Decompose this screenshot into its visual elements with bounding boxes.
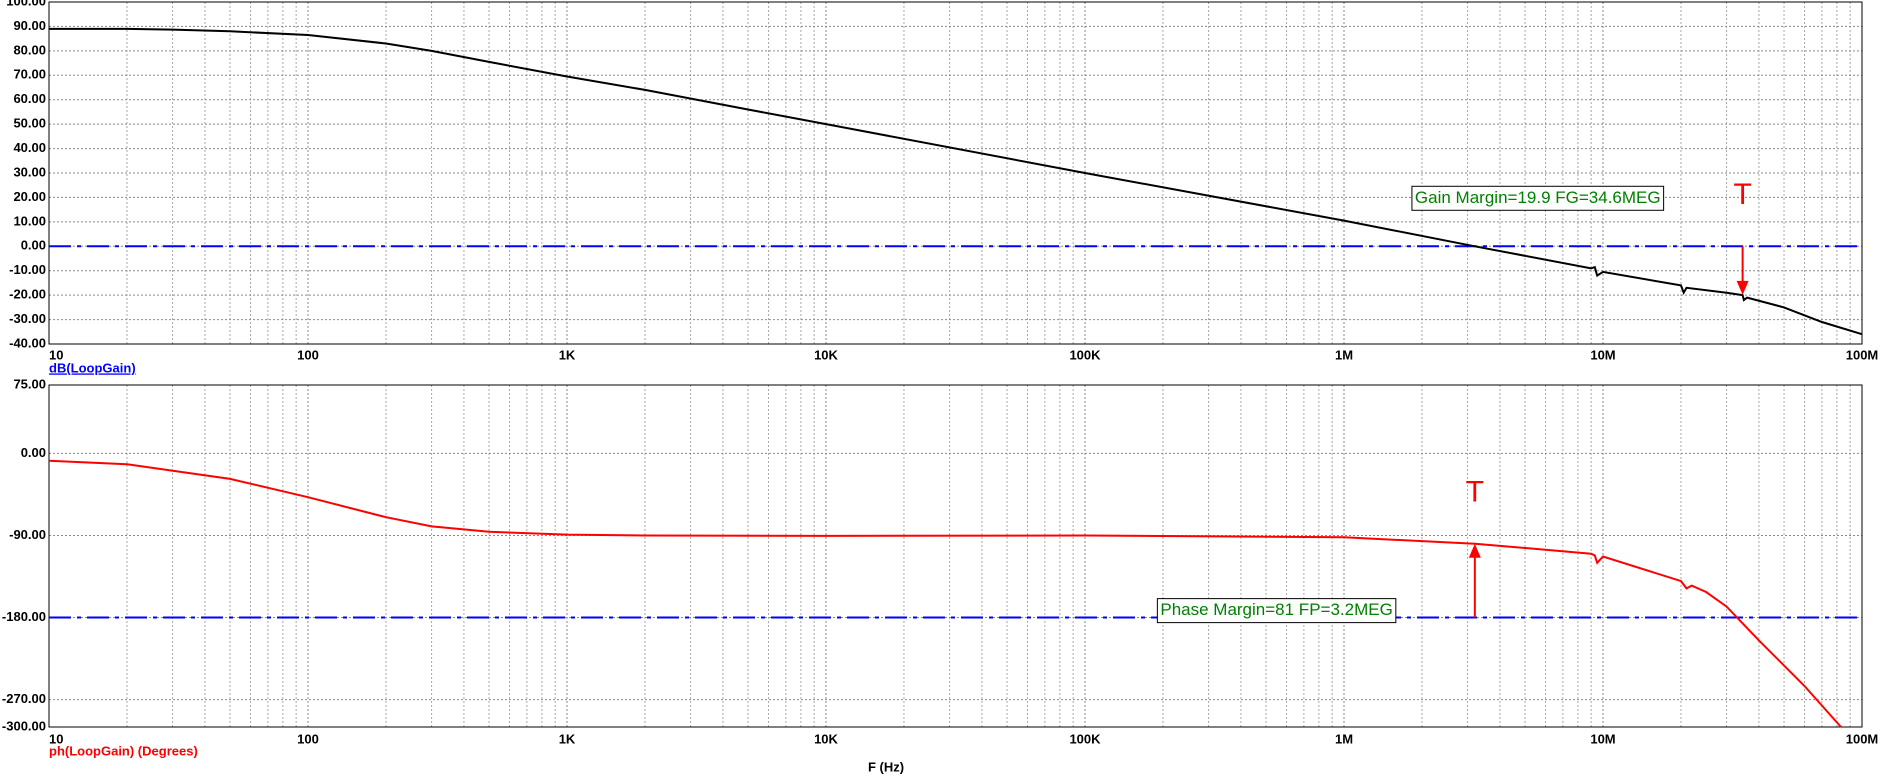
x-tick-label: 100M — [1846, 731, 1879, 746]
y-axis-label: ph(LoopGain) (Degrees) — [49, 743, 198, 758]
y-tick-label: -10.00 — [9, 262, 46, 277]
annotation-frame — [1411, 185, 1665, 211]
x-tick-label: 1M — [1335, 731, 1353, 746]
x-tick-label: 100M — [1846, 347, 1879, 362]
x-tick-label: 100K — [1069, 731, 1101, 746]
x-tick-label: 10M — [1590, 731, 1615, 746]
y-tick-label: 80.00 — [13, 42, 46, 57]
annotation-frame — [1156, 598, 1397, 624]
y-tick-label: -270.00 — [2, 691, 46, 706]
x-tick-label: 10M — [1590, 347, 1615, 362]
x-tick-label: 10 — [49, 731, 63, 746]
y-axis-label: dB(LoopGain) — [49, 360, 136, 375]
y-tick-label: 90.00 — [13, 18, 46, 33]
y-tick-label: 30.00 — [13, 164, 46, 179]
y-tick-label: -20.00 — [9, 287, 46, 302]
x-tick-label: 10K — [814, 347, 838, 362]
y-tick-label: 0.00 — [21, 445, 46, 460]
y-tick-label: 0.00 — [21, 238, 46, 253]
arrow-label: T — [1733, 178, 1751, 211]
x-tick-label: 100 — [297, 347, 319, 362]
y-tick-label: 50.00 — [13, 116, 46, 131]
y-tick-label: 40.00 — [13, 140, 46, 155]
arrow-head — [1736, 280, 1749, 295]
x-tick-label: 100K — [1069, 347, 1101, 362]
annotation-box: Phase Margin=81 FP=3.2MEG — [1156, 598, 1397, 624]
annotation-box: Gain Margin=19.9 FG=34.6MEG — [1411, 185, 1665, 211]
y-tick-label: -300.00 — [2, 718, 46, 733]
data-line — [49, 27, 1863, 336]
plot-frame — [48, 1, 1863, 345]
y-tick-label: 75.00 — [13, 376, 46, 391]
plot-frame — [48, 384, 1863, 728]
y-tick-label: 10.00 — [13, 213, 46, 228]
x-tick-label: 1M — [1335, 347, 1353, 362]
x-tick-label: 1K — [559, 731, 576, 746]
y-tick-label: -40.00 — [9, 335, 46, 350]
arrow-head — [1468, 543, 1481, 558]
x-tick-label: 10K — [814, 731, 838, 746]
y-tick-label: 20.00 — [13, 189, 46, 204]
x-axis-label: F (Hz) — [868, 759, 904, 774]
data-line — [48, 459, 1842, 728]
y-tick-label: 100.00 — [6, 0, 46, 8]
y-tick-label: -180.00 — [2, 609, 46, 624]
y-tick-label: 60.00 — [13, 91, 46, 106]
y-tick-label: 70.00 — [13, 67, 46, 82]
annotation-text: Phase Margin=81 FP=3.2MEG — [1160, 600, 1392, 619]
y-tick-label: -90.00 — [9, 527, 46, 542]
y-tick-label: -30.00 — [9, 311, 46, 326]
x-tick-label: 10 — [49, 347, 63, 362]
annotation-text: Gain Margin=19.9 FG=34.6MEG — [1415, 188, 1661, 207]
arrow-label: T — [1466, 476, 1484, 509]
x-tick-label: 1K — [559, 347, 576, 362]
x-tick-label: 100 — [297, 731, 319, 746]
